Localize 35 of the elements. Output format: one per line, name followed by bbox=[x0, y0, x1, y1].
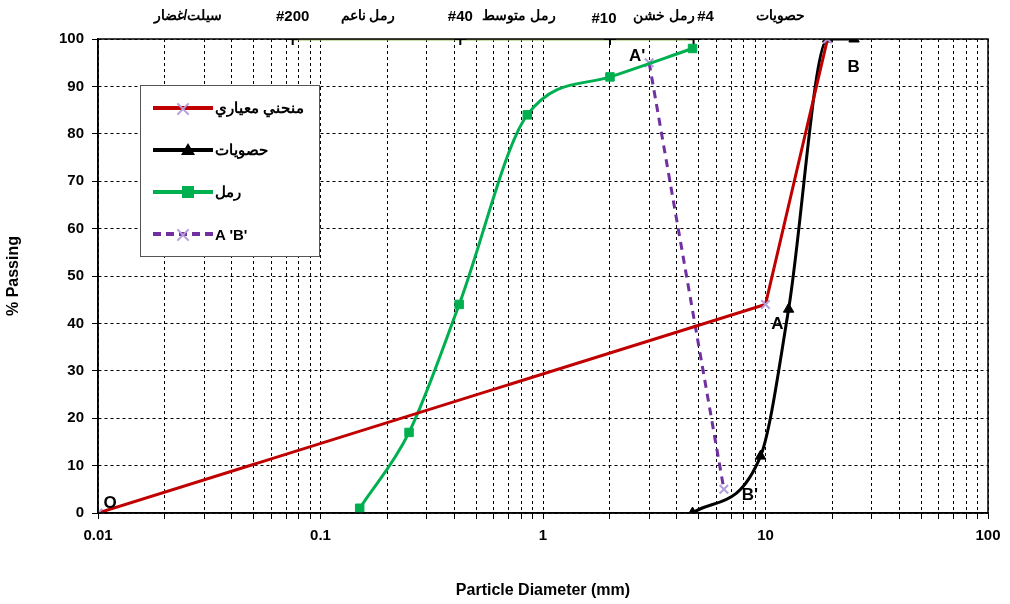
annotation: A bbox=[771, 314, 784, 334]
y-tick-label: 80 bbox=[67, 123, 84, 141]
y-tick-label: 0 bbox=[75, 503, 84, 521]
x-tick-label: 0.01 bbox=[83, 526, 113, 544]
annotation: #200 bbox=[276, 7, 310, 25]
x-tick-label: 100 bbox=[975, 526, 1001, 544]
x-axis-title: Particle Diameter (mm) bbox=[455, 580, 631, 598]
y-tick-label: 100 bbox=[58, 29, 84, 47]
text: رمل ناعم bbox=[340, 6, 396, 24]
text: رمل خشن bbox=[633, 6, 695, 24]
x-tick-label: 1 bbox=[538, 526, 548, 544]
y-tick-label: 70 bbox=[67, 171, 84, 189]
annotation: O bbox=[103, 492, 117, 512]
y-tick-label: 40 bbox=[67, 313, 84, 331]
legend-label: منحني معياري bbox=[215, 99, 305, 117]
y-axis-title: % Passing bbox=[4, 235, 22, 317]
y-tick-label: 10 bbox=[67, 455, 84, 473]
text: سيلت/غضار bbox=[152, 6, 223, 24]
y-tick-label: 90 bbox=[67, 76, 84, 94]
annotation: B bbox=[847, 56, 860, 76]
y-tick-label: 20 bbox=[67, 408, 84, 426]
annotation: A' bbox=[629, 46, 646, 66]
legend-label: A 'B' bbox=[215, 225, 248, 243]
annotation: #4 bbox=[697, 7, 715, 25]
text: رمل متوسط bbox=[482, 6, 556, 24]
y-tick-label: 60 bbox=[67, 218, 84, 236]
legend-label: حصويات bbox=[215, 141, 268, 159]
x-tick-label: 10 bbox=[757, 526, 774, 544]
y-tick-label: 50 bbox=[67, 266, 84, 284]
legend-label: رمل bbox=[215, 183, 241, 201]
x-tick-label: 0.1 bbox=[310, 526, 331, 544]
text: حصويات bbox=[755, 6, 805, 24]
y-tick-label: 30 bbox=[67, 360, 84, 378]
annotation: #10 bbox=[591, 9, 617, 27]
annotation: #40 bbox=[447, 7, 473, 25]
